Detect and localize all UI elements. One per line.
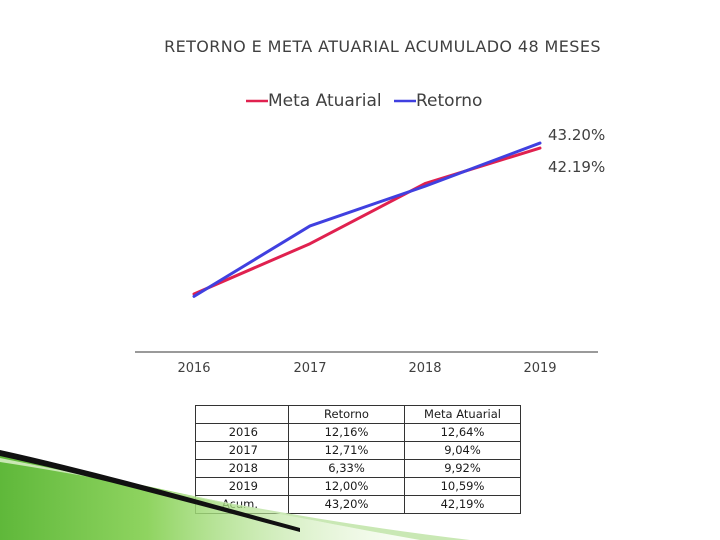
swoosh-green-band [0, 454, 420, 540]
table-row: 2016 12,16% 12,64% [195, 423, 521, 442]
table-cell: 2016 [195, 423, 289, 442]
table-cell: 10,59% [404, 477, 521, 496]
table-row: 2017 12,71% 9,04% [195, 441, 521, 460]
table-cell: 42,19% [404, 495, 521, 514]
table-header-row: Retorno Meta Atuarial [195, 405, 521, 424]
table-cell: 6,33% [288, 459, 405, 478]
end-label-meta-atuarial: 42.19% [548, 158, 605, 176]
legend-label-retorno: Retorno [416, 91, 482, 111]
data-table: Retorno Meta Atuarial 2016 12,16% 12,64%… [195, 405, 521, 514]
series-layer [192, 141, 542, 298]
x-tick-label: 2017 [293, 361, 326, 376]
table-cell: 43,20% [288, 495, 405, 514]
swoosh-black-band [0, 450, 300, 532]
table-cell: 9,92% [404, 459, 521, 478]
legend-label-meta-atuarial: Meta Atuarial [268, 91, 382, 111]
x-tick-label: 2018 [408, 361, 441, 376]
x-tick-label: 2019 [523, 361, 556, 376]
table-row: 2019 12,00% 10,59% [195, 477, 521, 496]
legend: Meta Atuarial Retorno [246, 91, 482, 111]
table-row: Acum. 43,20% 42,19% [195, 495, 521, 514]
table-row: 2018 6,33% 9,92% [195, 459, 521, 478]
x-tick-labels: 2016 2017 2018 2019 [177, 361, 556, 376]
series-line-retorno [192, 141, 542, 298]
table-cell: 12,64% [404, 423, 521, 442]
chart-title: RETORNO E META ATUARIAL ACUMULADO 48 MES… [164, 37, 601, 56]
table-cell: 2019 [195, 477, 289, 496]
table-header-cell [195, 405, 289, 424]
table-header-cell: Meta Atuarial [404, 405, 521, 424]
table-header-cell: Retorno [288, 405, 405, 424]
table-cell: 12,16% [288, 423, 405, 442]
end-label-retorno: 43.20% [548, 126, 605, 144]
decorative-slide-swoosh [0, 450, 470, 540]
series-line-meta-atuarial [192, 146, 542, 296]
x-tick-label: 2016 [177, 361, 210, 376]
end-labels: 43.20% 42.19% [548, 126, 605, 176]
table-cell: 12,00% [288, 477, 405, 496]
